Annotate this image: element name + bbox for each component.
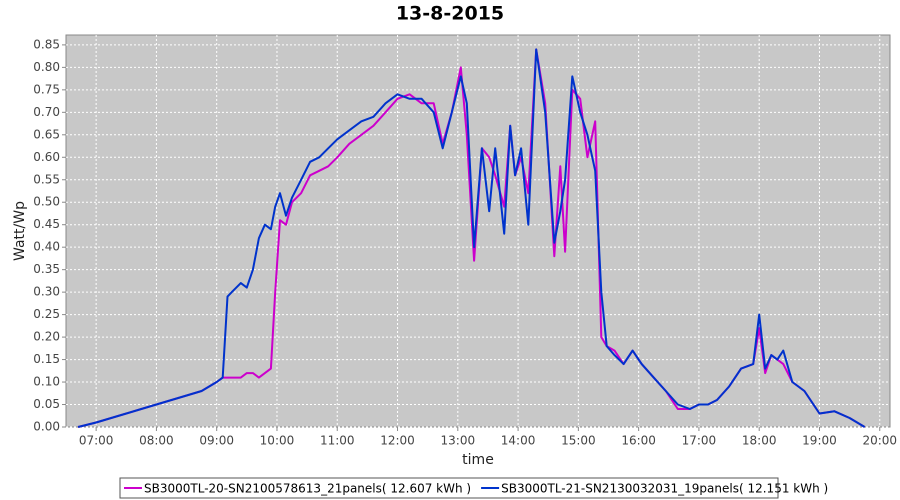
series-line — [77, 48, 866, 428]
y-tick-label: 0.75 — [33, 82, 60, 96]
x-axis-label: time — [462, 452, 494, 468]
x-tick-label: 18:00 — [742, 434, 777, 448]
x-tick-label: 09:00 — [199, 434, 234, 448]
y-tick-label: 0.10 — [33, 375, 60, 389]
legend-label: SB3000TL-21-SN2130032031_19panels( 12.15… — [501, 482, 828, 496]
y-tick-label: 0.00 — [33, 420, 60, 434]
y-tick-label: 0.45 — [33, 217, 60, 231]
x-tick-label: 16:00 — [621, 434, 656, 448]
legend: SB3000TL-20-SN2100578613_21panels( 12.60… — [124, 482, 828, 496]
x-tick-label: 12:00 — [380, 434, 415, 448]
x-tick-label: 15:00 — [561, 434, 596, 448]
grid — [66, 35, 890, 428]
y-tick-label: 0.55 — [33, 172, 60, 186]
y-tick-label: 0.25 — [33, 307, 60, 321]
x-tick-label: 13:00 — [441, 434, 476, 448]
legend-box — [119, 477, 779, 499]
y-tick-label: 0.05 — [33, 397, 60, 411]
x-tick-label: 19:00 — [802, 434, 837, 448]
lines — [77, 48, 866, 428]
legend-label: SB3000TL-20-SN2100578613_21panels( 12.60… — [144, 482, 471, 496]
x-tick-label: 08:00 — [139, 434, 174, 448]
y-axis-label: Watt/Wp — [12, 201, 28, 261]
chart-title: 13-8-2015 — [396, 3, 504, 25]
y-tick-label: 0.50 — [33, 195, 60, 209]
x-tick-label: 07:00 — [79, 434, 114, 448]
y-tick-label: 0.85 — [33, 37, 60, 51]
y-tick-label: 0.35 — [33, 262, 60, 276]
x-tick-label: 20:00 — [862, 434, 897, 448]
x-tick-label: 11:00 — [320, 434, 355, 448]
y-tick-label: 0.40 — [33, 240, 60, 254]
y-tick-label: 0.30 — [33, 285, 60, 299]
y-tick-label: 0.15 — [33, 352, 60, 366]
y-tick-label: 0.70 — [33, 105, 60, 119]
y-tick-label: 0.60 — [33, 150, 60, 164]
x-tick-label: 14:00 — [501, 434, 536, 448]
x-tick-label: 10:00 — [260, 434, 295, 448]
y-tick-label: 0.65 — [33, 127, 60, 141]
x-tick-label: 17:00 — [682, 434, 717, 448]
y-tick-label: 0.80 — [33, 60, 60, 74]
y-tick-label: 0.20 — [33, 330, 60, 344]
